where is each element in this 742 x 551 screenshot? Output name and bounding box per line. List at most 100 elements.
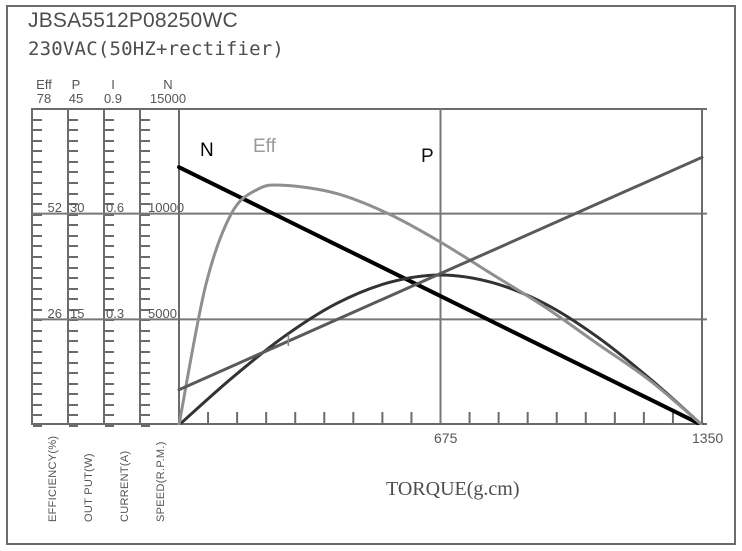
mini-axis-tick bbox=[33, 393, 42, 396]
x-axis-title: TORQUE(g.cm) bbox=[386, 478, 520, 500]
mini-axis-tick bbox=[33, 203, 42, 206]
mini-axis-tick bbox=[33, 181, 42, 184]
mini-axis-max-eff: 78 bbox=[36, 91, 52, 106]
mini-axis-tick bbox=[105, 298, 114, 301]
mini-axis-tick bbox=[141, 171, 150, 174]
mini-axis-tick bbox=[141, 160, 150, 163]
mini-axis-symbol-eff: Eff bbox=[36, 77, 52, 92]
mini-axis-tick bbox=[105, 160, 114, 163]
mini-axis-tick bbox=[69, 298, 78, 301]
curve-label-current: I bbox=[286, 331, 291, 350]
mini-axis-tick bbox=[105, 340, 114, 343]
mini-axis-tick bbox=[141, 382, 150, 385]
mini-axis-tick bbox=[105, 224, 114, 227]
mini-axis-header-eff: Eff 78 bbox=[27, 78, 61, 106]
mini-axis-tick bbox=[33, 277, 42, 280]
mini-axis-tick bbox=[105, 203, 114, 206]
curve-label-efficiency: Eff bbox=[253, 136, 276, 157]
mini-axis-tick bbox=[105, 393, 114, 396]
mini-axis-tick bbox=[33, 150, 42, 153]
mini-axis-tick bbox=[105, 255, 114, 258]
mini-axis-tick bbox=[141, 329, 150, 332]
curve-n bbox=[177, 165, 704, 425]
curve-label-power: P bbox=[421, 146, 434, 167]
mini-axis-tick bbox=[33, 372, 42, 375]
mini-axis-tick bbox=[69, 361, 78, 364]
chart-canvas bbox=[31, 108, 707, 425]
mini-axis-tick bbox=[69, 403, 78, 406]
mini-axis-tick bbox=[105, 171, 114, 174]
mini-axis-tick bbox=[69, 224, 78, 227]
mini-axis-tick bbox=[33, 340, 42, 343]
mini-axis-tick bbox=[33, 171, 42, 174]
mini-axis-symbol-p: P bbox=[71, 77, 81, 92]
mini-axis-max-p: 45 bbox=[68, 91, 84, 106]
mini-axis-tick bbox=[69, 351, 78, 354]
mini-axis-tick bbox=[105, 425, 114, 427]
mini-axis-tick bbox=[69, 372, 78, 375]
axis-name-output: OUT PUT(W) bbox=[83, 453, 95, 522]
mini-axis-value-n-high: 10000 bbox=[148, 200, 185, 215]
mini-axis-tick bbox=[105, 245, 114, 248]
mini-axis-tick bbox=[105, 372, 114, 375]
mini-axis-tick bbox=[33, 160, 42, 163]
mini-axis-tick bbox=[141, 351, 150, 354]
mini-axis-tick bbox=[69, 255, 78, 258]
mini-axis-tick bbox=[33, 234, 42, 237]
mini-axis-tick bbox=[69, 277, 78, 280]
mini-axis-tick bbox=[69, 181, 78, 184]
mini-axis-tick bbox=[69, 203, 78, 206]
mini-axis-value-eff-low: 26 bbox=[47, 306, 62, 321]
mini-axis-tick bbox=[105, 308, 114, 311]
mini-axis-tick bbox=[33, 425, 42, 427]
mini-axis-tick bbox=[141, 245, 150, 248]
mini-axis-symbol-i: I bbox=[111, 77, 115, 92]
mini-axis-tick bbox=[33, 298, 42, 301]
mini-axis-max-i: 0.9 bbox=[103, 91, 123, 106]
mini-axis-tick bbox=[105, 181, 114, 184]
mini-axis-tick bbox=[141, 255, 150, 258]
mini-axis-tick bbox=[141, 414, 150, 417]
x-axis-ticks bbox=[207, 412, 674, 424]
mini-axis-value-p-low: 15 bbox=[70, 306, 85, 321]
mini-axis-tick bbox=[69, 287, 78, 290]
plot-area bbox=[31, 108, 707, 425]
mini-axis-tick bbox=[141, 192, 150, 195]
mini-axis-tick bbox=[33, 129, 42, 132]
mini-axis-tick bbox=[33, 287, 42, 290]
mini-axis-tick bbox=[105, 287, 114, 290]
mini-axis-tick bbox=[141, 298, 150, 301]
mini-axis-tick bbox=[33, 118, 42, 121]
mini-axis-tick bbox=[105, 277, 114, 280]
mini-axis-tick bbox=[69, 340, 78, 343]
mini-axis-tick bbox=[69, 393, 78, 396]
mini-axis-tick bbox=[141, 224, 150, 227]
mini-axis-tick bbox=[141, 181, 150, 184]
mini-axis-tick bbox=[141, 403, 150, 406]
mini-axis-tick bbox=[105, 382, 114, 385]
x-tick-label-675: 675 bbox=[434, 430, 458, 446]
mini-axis-tick bbox=[105, 192, 114, 195]
chart-spec-subtitle: 230VAC(50HZ+rectifier) bbox=[28, 38, 285, 60]
axis-name-efficiency: EFFICIENCY(%) bbox=[47, 435, 59, 522]
gridlines bbox=[31, 212, 707, 321]
mini-axis-tick bbox=[33, 139, 42, 142]
mini-axis-tick bbox=[69, 308, 78, 311]
mini-axis-tick bbox=[69, 139, 78, 142]
mini-axis-tick bbox=[33, 266, 42, 269]
mini-axis-tick bbox=[105, 129, 114, 132]
mini-axis-tick bbox=[33, 255, 42, 258]
mini-axis-tick bbox=[141, 203, 150, 206]
plot-axes bbox=[31, 108, 707, 425]
mini-axis-tick bbox=[33, 192, 42, 195]
mini-axis-value-n-low: 5000 bbox=[148, 306, 177, 321]
mini-axis-tick bbox=[141, 372, 150, 375]
mini-axis-value-p-high: 30 bbox=[70, 200, 85, 215]
mini-axis-tick bbox=[105, 266, 114, 269]
mini-axis-speed bbox=[139, 108, 150, 427]
x-tick-label-1350: 1350 bbox=[692, 430, 724, 446]
mini-axis-tick bbox=[105, 118, 114, 121]
mini-axis-symbol-n: N bbox=[163, 77, 173, 92]
mini-axis-tick bbox=[69, 171, 78, 174]
